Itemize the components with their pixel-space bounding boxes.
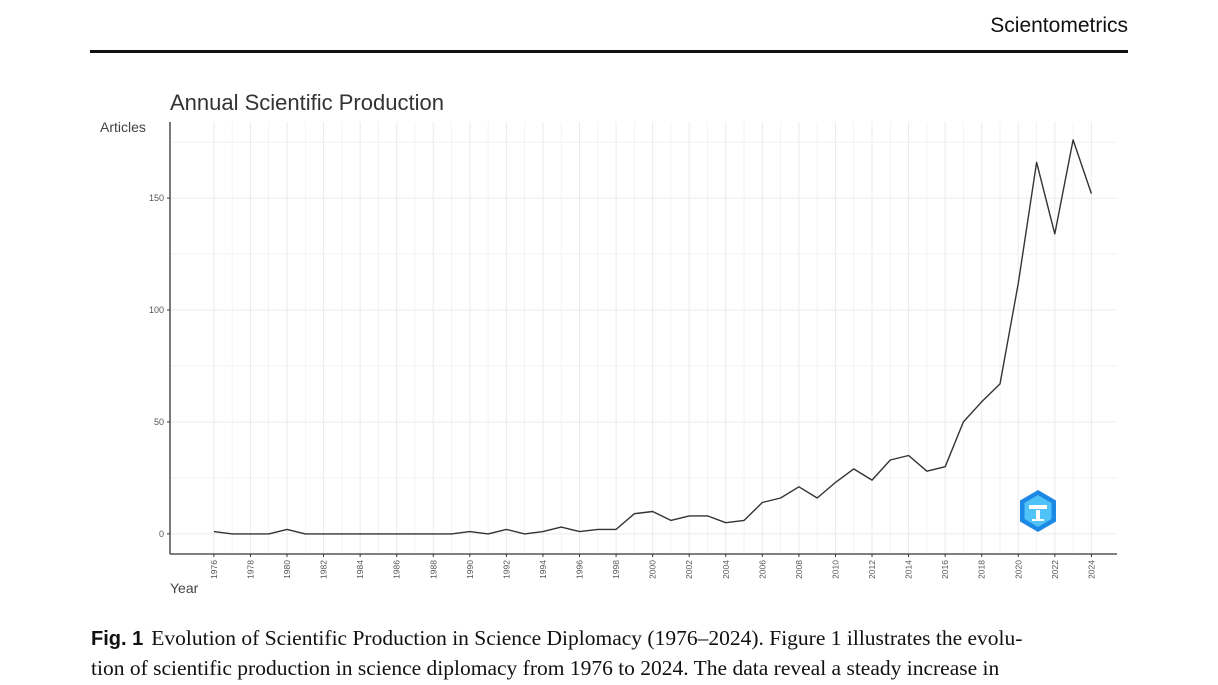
header-rule [90, 50, 1128, 53]
x-tick-label: 2024 [1086, 560, 1096, 579]
x-tick-label: 1976 [209, 560, 219, 579]
x-tick-label: 1986 [392, 560, 402, 579]
x-tick-label: 2016 [940, 560, 950, 579]
x-tick-label: 1990 [465, 560, 475, 579]
x-tick-label: 1988 [428, 560, 438, 579]
x-tick-label: 2008 [794, 560, 804, 579]
figure-caption: Fig. 1 Evolution of Scientific Production… [91, 624, 1131, 683]
y-tick-label: 0 [159, 529, 164, 539]
grid-lines [170, 122, 1117, 554]
caption-line-1: Fig. 1 Evolution of Scientific Production… [91, 624, 1131, 654]
x-tick-label: 2002 [684, 560, 694, 579]
x-axis-label: Year [170, 580, 199, 596]
x-tick-label: 1980 [282, 560, 292, 579]
x-tick-label: 1998 [611, 560, 621, 579]
x-tick-label: 2004 [721, 560, 731, 579]
x-tick-label: 2012 [867, 560, 877, 579]
series-articles [213, 139, 1093, 535]
bibliometrix-logo-icon [1020, 490, 1056, 532]
x-tick-label: 1984 [355, 560, 365, 579]
x-tick-label: 2018 [977, 560, 987, 579]
chart-title: Annual Scientific Production [170, 90, 444, 115]
x-tick-label: 2020 [1013, 560, 1023, 579]
x-tick-label: 1996 [575, 560, 585, 579]
caption-label: Fig. 1 [91, 628, 144, 650]
caption-line-2: tion of scientific production in science… [91, 656, 1000, 680]
x-tick-label: 2022 [1050, 560, 1060, 579]
y-axis-label: Articles [100, 119, 146, 135]
x-tick-label: 1982 [319, 560, 329, 579]
series-line [213, 139, 1093, 535]
y-tick-label: 50 [154, 417, 164, 427]
caption-text-1: Evolution of Scientific Production in Sc… [151, 626, 1023, 650]
x-tick-label: 1992 [501, 560, 511, 579]
journal-name: Scientometrics [990, 14, 1128, 37]
x-tick-label: 1978 [245, 560, 255, 579]
x-tick-label: 2010 [830, 560, 840, 579]
y-tick-label: 150 [149, 193, 164, 203]
x-tick-label: 2000 [648, 560, 658, 579]
x-tick-label: 2006 [757, 560, 767, 579]
y-tick-label: 100 [149, 305, 164, 315]
x-axis-ticks: 1976 1978 1980 1982 1984 1986 1988 1990 1992 1994… [209, 554, 1096, 579]
y-axis-ticks: 0 50 100 150 [149, 193, 170, 539]
x-tick-label: 1994 [538, 560, 548, 579]
x-tick-label: 2014 [904, 560, 914, 579]
